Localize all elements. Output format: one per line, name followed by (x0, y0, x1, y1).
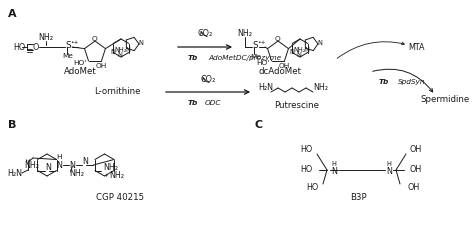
Text: O: O (33, 43, 39, 51)
Text: N: N (331, 167, 337, 175)
Text: HO': HO' (256, 60, 270, 66)
Text: Me: Me (250, 54, 261, 60)
Text: CGP 40215: CGP 40215 (96, 193, 144, 203)
Text: O: O (92, 36, 98, 42)
Text: NH₂: NH₂ (293, 48, 306, 54)
Text: HO: HO (13, 43, 25, 51)
Text: NH₂: NH₂ (313, 84, 328, 93)
Text: B: B (8, 120, 17, 130)
Text: Tb: Tb (188, 100, 198, 106)
Text: N: N (70, 160, 75, 169)
Text: OH: OH (410, 165, 422, 174)
Text: CO₂: CO₂ (197, 29, 213, 38)
Text: Putrescine: Putrescine (274, 100, 319, 109)
Text: ODC: ODC (205, 100, 221, 106)
Text: CO₂: CO₂ (201, 74, 216, 84)
Text: OH: OH (279, 63, 290, 69)
Text: N: N (46, 163, 51, 172)
Text: H₂N: H₂N (7, 169, 22, 178)
Text: OH: OH (410, 145, 422, 154)
Text: H₂N: H₂N (258, 84, 273, 93)
Text: O: O (275, 36, 281, 42)
Text: S: S (65, 40, 71, 50)
Text: N: N (138, 40, 144, 46)
Text: MTA: MTA (409, 44, 425, 53)
Text: NH₂: NH₂ (24, 160, 39, 169)
Text: AdoMetDC/prozyme: AdoMetDC/prozyme (208, 55, 281, 61)
Text: S: S (252, 40, 258, 50)
Text: •+: •+ (70, 40, 79, 45)
Text: OH: OH (96, 63, 107, 69)
Text: HO': HO' (73, 60, 87, 66)
Text: H: H (387, 161, 392, 167)
Text: N: N (82, 158, 88, 167)
Text: N: N (318, 40, 322, 46)
Text: C: C (255, 120, 263, 130)
Text: H: H (331, 161, 337, 167)
Text: HO: HO (301, 145, 313, 154)
Text: N: N (297, 52, 301, 58)
Text: Tb: Tb (188, 55, 198, 61)
Text: AdoMet: AdoMet (64, 68, 96, 76)
Text: NH₂: NH₂ (237, 29, 252, 38)
Text: dcAdoMet: dcAdoMet (258, 68, 301, 76)
Text: +: + (103, 173, 108, 178)
Text: L-ornithine: L-ornithine (94, 88, 140, 96)
Text: N: N (111, 50, 116, 55)
Text: N: N (118, 52, 122, 58)
Text: OH: OH (408, 183, 420, 193)
Text: •+: •+ (24, 158, 31, 163)
Text: N: N (290, 50, 295, 55)
Text: N: N (386, 167, 392, 175)
Text: B3P: B3P (350, 193, 366, 203)
Text: NH₂: NH₂ (103, 163, 118, 172)
Text: •+: •+ (257, 40, 265, 45)
Text: Spermidine: Spermidine (420, 95, 470, 104)
Text: N: N (56, 160, 63, 169)
Text: Me: Me (62, 53, 73, 59)
Text: N: N (125, 47, 130, 53)
Text: NH₂: NH₂ (38, 33, 54, 41)
Text: Tb: Tb (379, 79, 389, 85)
Text: SpdSyn: SpdSyn (398, 79, 426, 85)
Text: H: H (57, 154, 62, 160)
Text: A: A (8, 9, 17, 19)
Text: NH₂: NH₂ (114, 48, 127, 54)
Text: NH₂: NH₂ (109, 171, 124, 180)
Text: HO: HO (307, 183, 319, 193)
Text: HO: HO (301, 165, 313, 174)
Text: N: N (304, 47, 309, 53)
Text: NH₂: NH₂ (70, 169, 84, 178)
